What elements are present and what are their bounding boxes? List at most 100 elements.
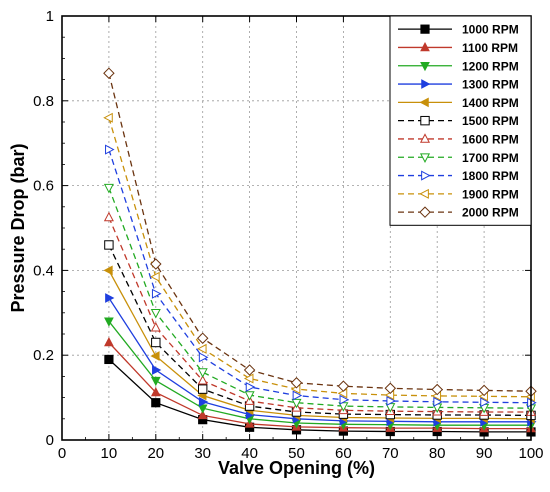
y-tick-label: 0.2: [33, 347, 54, 364]
x-tick-label: 50: [288, 445, 305, 462]
legend-label: 2000 RPM: [462, 206, 519, 220]
legend-marker: [421, 170, 431, 181]
data-point: [478, 384, 490, 397]
data-point: [150, 376, 161, 387]
data-point: [198, 384, 208, 394]
x-tick-label: 0: [58, 445, 66, 462]
data-point: [196, 332, 209, 344]
series-2000-rpm: [103, 67, 537, 397]
legend-marker: [420, 115, 430, 126]
legend-label: 1400 RPM: [462, 96, 519, 110]
x-tick-label: 40: [241, 445, 258, 462]
y-tick-label: 0.6: [33, 178, 54, 195]
y-axis-title: Pressure Drop (bar): [8, 143, 28, 312]
series-line: [108, 270, 532, 420]
legend-label: 1500 RPM: [462, 114, 519, 128]
series-line: [108, 320, 531, 426]
series-line: [108, 342, 531, 430]
legend-label: 1700 RPM: [462, 151, 519, 165]
legend-marker: [420, 41, 430, 52]
data-point: [337, 380, 350, 392]
legend-item: 1200 RPM: [398, 59, 519, 73]
y-tick-label: 0: [46, 432, 54, 449]
legend-label: 1600 RPM: [462, 132, 519, 146]
axis-ticks: 0 10 20 30 40 50 60 70 80 90 100 0 0.2 0.4 0.6 0.8 1: [33, 8, 543, 462]
series-line: [108, 149, 532, 404]
data-point: [150, 321, 161, 332]
series-lines: [103, 67, 537, 437]
legend-marker: [419, 206, 431, 218]
series-line: [108, 73, 532, 392]
data-point: [292, 390, 303, 401]
legend-item: 1900 RPM: [398, 187, 519, 201]
series-1300-rpm: [105, 293, 537, 427]
data-point: [290, 377, 303, 389]
legend-item: 1600 RPM: [398, 132, 519, 146]
legend-marker: [420, 24, 430, 34]
series-line: [108, 187, 532, 409]
data-point: [243, 364, 256, 376]
series-1800-rpm: [105, 144, 537, 408]
data-point: [243, 373, 254, 384]
legend-item: 1700 RPM: [398, 151, 519, 165]
data-point: [197, 374, 208, 385]
data-point: [384, 382, 397, 395]
data-point: [480, 397, 490, 408]
data-point: [197, 404, 208, 414]
legend-label: 1200 RPM: [462, 59, 519, 73]
data-point: [151, 398, 161, 408]
x-tick-label: 30: [194, 445, 211, 462]
data-point: [244, 391, 255, 401]
data-point: [104, 317, 114, 327]
legend-item: 1000 RPM: [398, 23, 519, 37]
data-point: [433, 396, 443, 407]
data-point: [150, 258, 162, 270]
data-point: [338, 402, 349, 412]
data-point: [339, 394, 350, 405]
legend-marker: [419, 153, 431, 163]
data-point: [151, 288, 162, 299]
legend: 1000 RPM 1100 RPM 1200 RPM 1300 RPM 1400 RPM…: [389, 15, 532, 226]
data-point: [103, 67, 115, 79]
data-point: [152, 365, 162, 375]
x-tick-label: 20: [147, 445, 164, 462]
data-point: [245, 381, 256, 393]
x-tick-label: 100: [518, 445, 543, 462]
legend-marker: [419, 97, 429, 108]
legend-label: 1000 RPM: [462, 23, 519, 37]
data-point: [105, 144, 115, 155]
x-tick-label: 70: [382, 445, 399, 462]
series-1700-rpm: [103, 183, 537, 414]
y-tick-label: 0.8: [33, 93, 54, 110]
series-1200-rpm: [104, 317, 536, 431]
legend-label: 1800 RPM: [462, 169, 519, 183]
series-line: [108, 217, 531, 413]
y-tick-label: 1: [46, 8, 54, 25]
data-point: [386, 395, 396, 407]
data-point: [104, 337, 114, 347]
data-point: [104, 240, 114, 250]
data-point: [103, 211, 114, 222]
legend-marker: [420, 61, 430, 72]
legend-label: 1900 RPM: [462, 187, 519, 201]
data-point: [104, 354, 114, 365]
data-point: [103, 265, 113, 276]
series-line: [108, 358, 531, 433]
data-point: [197, 343, 207, 354]
x-tick-label: 10: [101, 445, 118, 462]
data-point: [198, 396, 209, 407]
data-point: [150, 308, 161, 319]
data-point: [197, 409, 208, 420]
legend-label: 1300 RPM: [462, 78, 519, 92]
legend-marker: [419, 133, 431, 143]
series-line: [108, 297, 531, 423]
legend-label: 1100 RPM: [462, 41, 518, 55]
data-point: [431, 383, 443, 396]
legend-item: 1300 RPM: [398, 78, 519, 92]
legend-item: 1500 RPM: [398, 114, 519, 128]
data-point: [150, 271, 160, 282]
legend-item: 1800 RPM: [398, 169, 519, 183]
y-tick-label: 0.4: [33, 262, 54, 279]
